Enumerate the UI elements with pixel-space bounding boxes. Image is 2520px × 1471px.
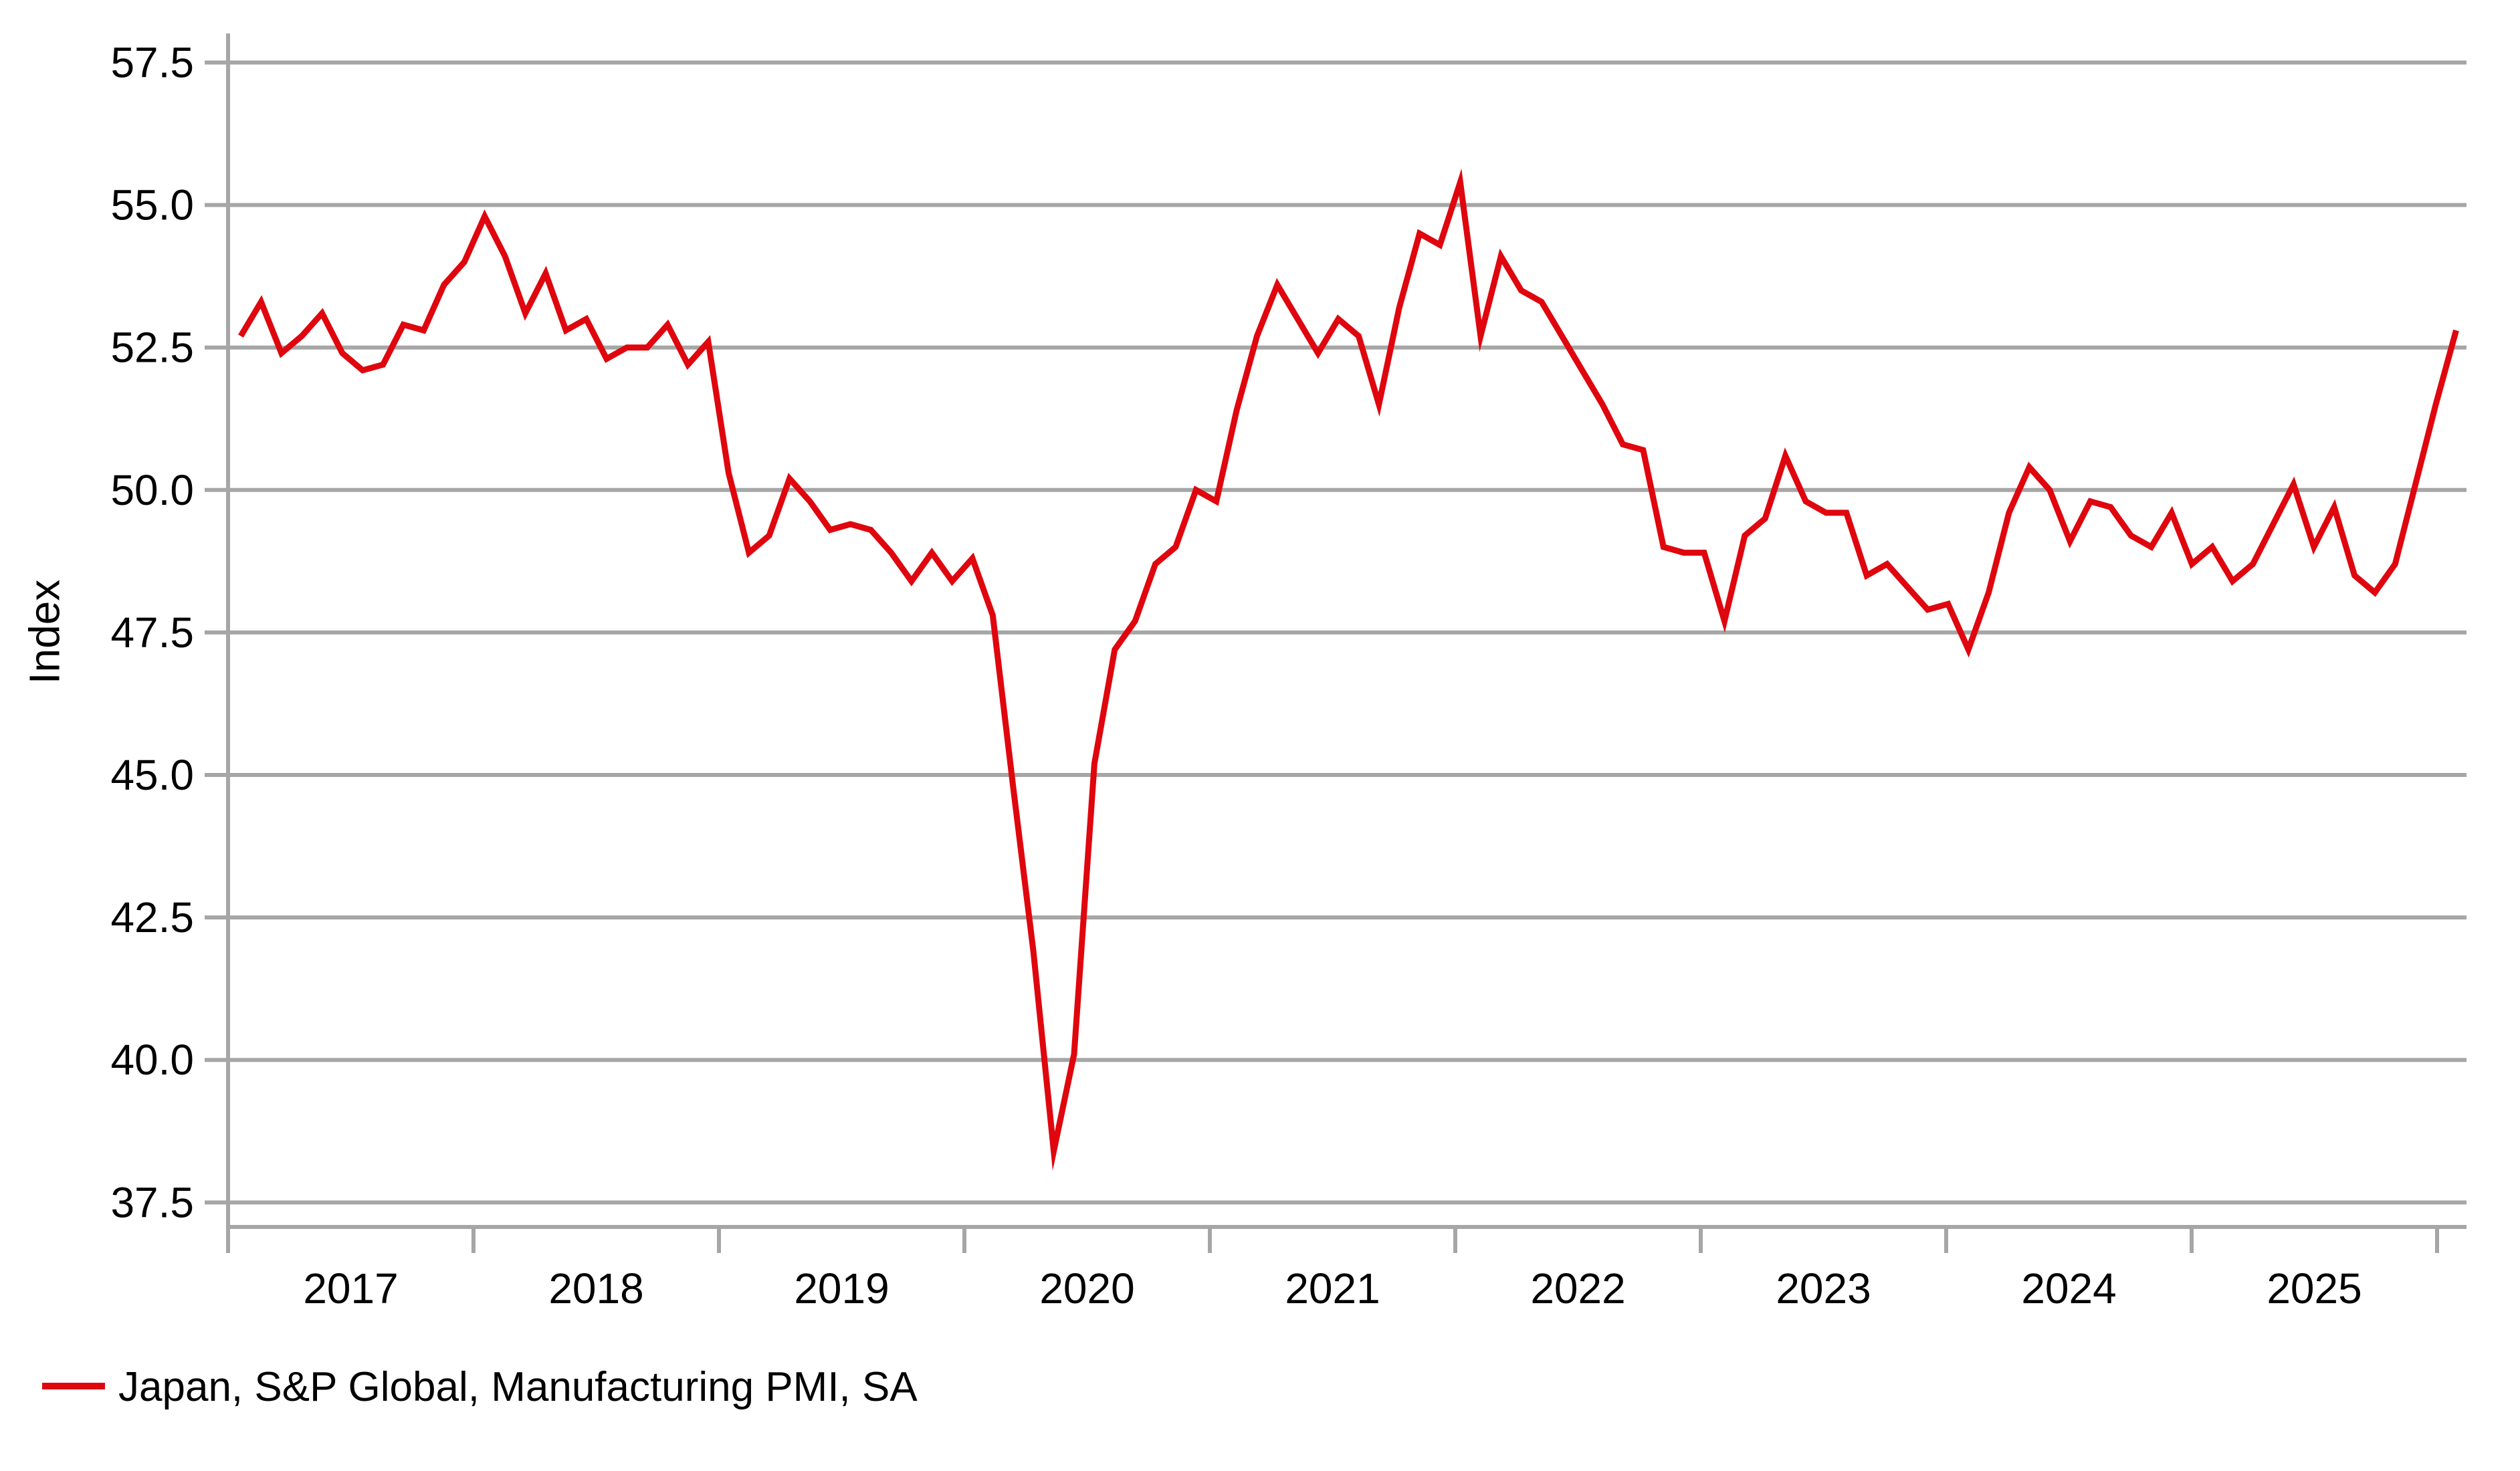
y-tick-label: 57.5 <box>110 38 194 86</box>
x-tick-label: 2022 <box>1530 1264 1625 1313</box>
y-tick-label: 50.0 <box>110 466 194 514</box>
y-tick-label: 40.0 <box>110 1036 194 1084</box>
y-tick-label: 47.5 <box>110 608 194 657</box>
legend-label: Japan, S&P Global, Manufacturing PMI, SA <box>118 1364 918 1410</box>
x-tick-label: 2020 <box>1039 1264 1134 1313</box>
x-tick-label: 2018 <box>548 1264 643 1313</box>
x-tick-label: 2021 <box>1285 1264 1380 1313</box>
y-tick-label: 45.0 <box>110 751 194 799</box>
y-axis-title: Index <box>20 580 68 685</box>
y-tick-label: 55.0 <box>110 181 194 229</box>
y-tick-label: 52.5 <box>110 324 194 372</box>
x-tick-label: 2023 <box>1776 1264 1871 1313</box>
pmi-series-line <box>238 168 2459 1171</box>
x-tick-label: 2025 <box>2267 1264 2361 1313</box>
x-tick-label: 2017 <box>303 1264 398 1313</box>
x-tick-label: 2024 <box>2021 1264 2116 1313</box>
y-tick-label: 37.5 <box>110 1178 194 1226</box>
x-tick-label: 2019 <box>794 1264 889 1313</box>
y-tick-label: 42.5 <box>110 893 194 941</box>
